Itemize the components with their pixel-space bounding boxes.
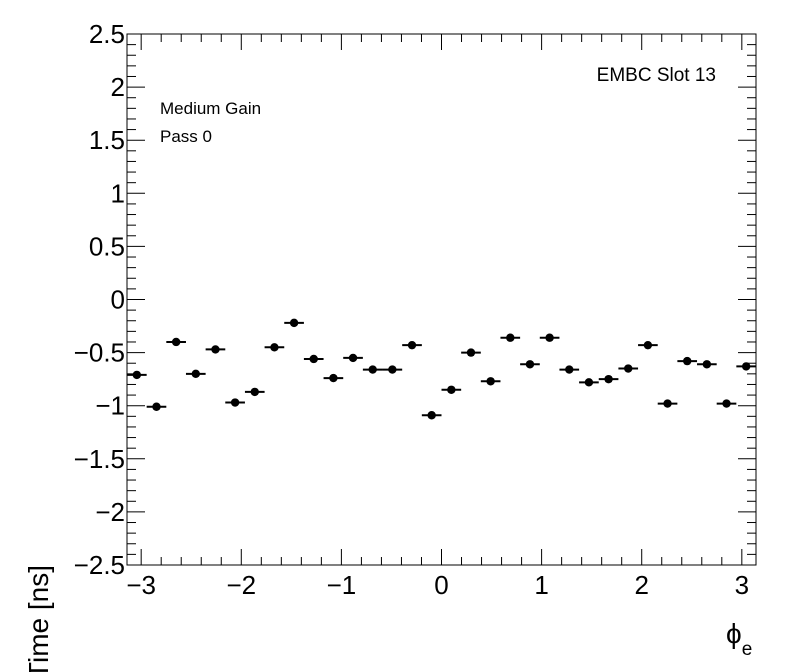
data-point — [741, 362, 751, 371]
data-point — [565, 365, 574, 374]
data-point — [545, 333, 554, 342]
y-tick-label: −0.5 — [74, 338, 125, 368]
data-point — [152, 402, 161, 411]
data-points — [127, 318, 756, 420]
x-tick-label: −3 — [126, 570, 156, 600]
annotation-slot: EMBC Slot 13 — [597, 65, 716, 86]
y-tick-label: 2.5 — [89, 19, 125, 49]
y-tick-label: −2.5 — [74, 550, 125, 580]
x-tick-label: 3 — [735, 570, 749, 600]
y-tick-label: −2 — [95, 497, 125, 527]
data-point — [722, 399, 731, 408]
y-tick-label: 0.5 — [89, 231, 125, 261]
data-point — [427, 411, 436, 420]
data-point — [407, 340, 417, 350]
data-point — [309, 354, 318, 364]
y-tick-label: 1 — [111, 178, 125, 208]
ticks — [127, 33, 756, 566]
data-point — [584, 378, 594, 387]
annotation-gain: Medium Gain — [160, 99, 261, 118]
data-point — [525, 360, 535, 369]
y-tick-label: 2 — [111, 72, 125, 102]
data-point — [132, 370, 142, 380]
data-point — [368, 365, 377, 374]
x-axis-title: ϕe — [726, 618, 752, 660]
x-tick-label: 2 — [634, 570, 648, 600]
data-point — [486, 377, 495, 386]
data-point — [466, 348, 476, 357]
data-point — [211, 345, 220, 354]
tick-labels: −2.5 −2 −1.5 −1 −0.5 0 0.5 1 1.5 2 2.5 −3 −2 −1 0 1 2 3 — [74, 19, 749, 600]
x-axis-title-main: ϕ — [726, 618, 742, 649]
data-point — [663, 399, 672, 408]
data-point — [329, 373, 338, 383]
y-tick-label: 0 — [111, 285, 125, 315]
annotation-pass: Pass 0 — [160, 127, 212, 146]
data-point — [388, 365, 397, 374]
data-point — [702, 360, 712, 369]
data-point — [447, 385, 456, 394]
x-axis-title-sub: e — [742, 639, 753, 660]
y-tick-label: −1.5 — [74, 444, 125, 474]
y-tick-label: 1.5 — [89, 125, 125, 155]
data-point — [250, 387, 259, 397]
x-tick-label: 1 — [534, 570, 548, 600]
x-tick-label: −2 — [226, 570, 256, 600]
data-point — [604, 374, 613, 384]
x-tick-label: −1 — [327, 570, 357, 600]
data-point — [270, 343, 279, 352]
data-point — [289, 318, 299, 328]
data-point — [643, 340, 653, 350]
x-tick-label: 0 — [434, 570, 448, 600]
data-point — [506, 333, 515, 342]
data-point — [624, 364, 633, 373]
data-point — [171, 337, 181, 347]
y-axis-title: Time [ns] — [23, 565, 54, 672]
data-point — [230, 398, 240, 407]
data-point — [683, 356, 692, 366]
data-point — [348, 353, 358, 363]
data-point — [191, 369, 200, 379]
y-tick-label: −1 — [95, 391, 125, 421]
